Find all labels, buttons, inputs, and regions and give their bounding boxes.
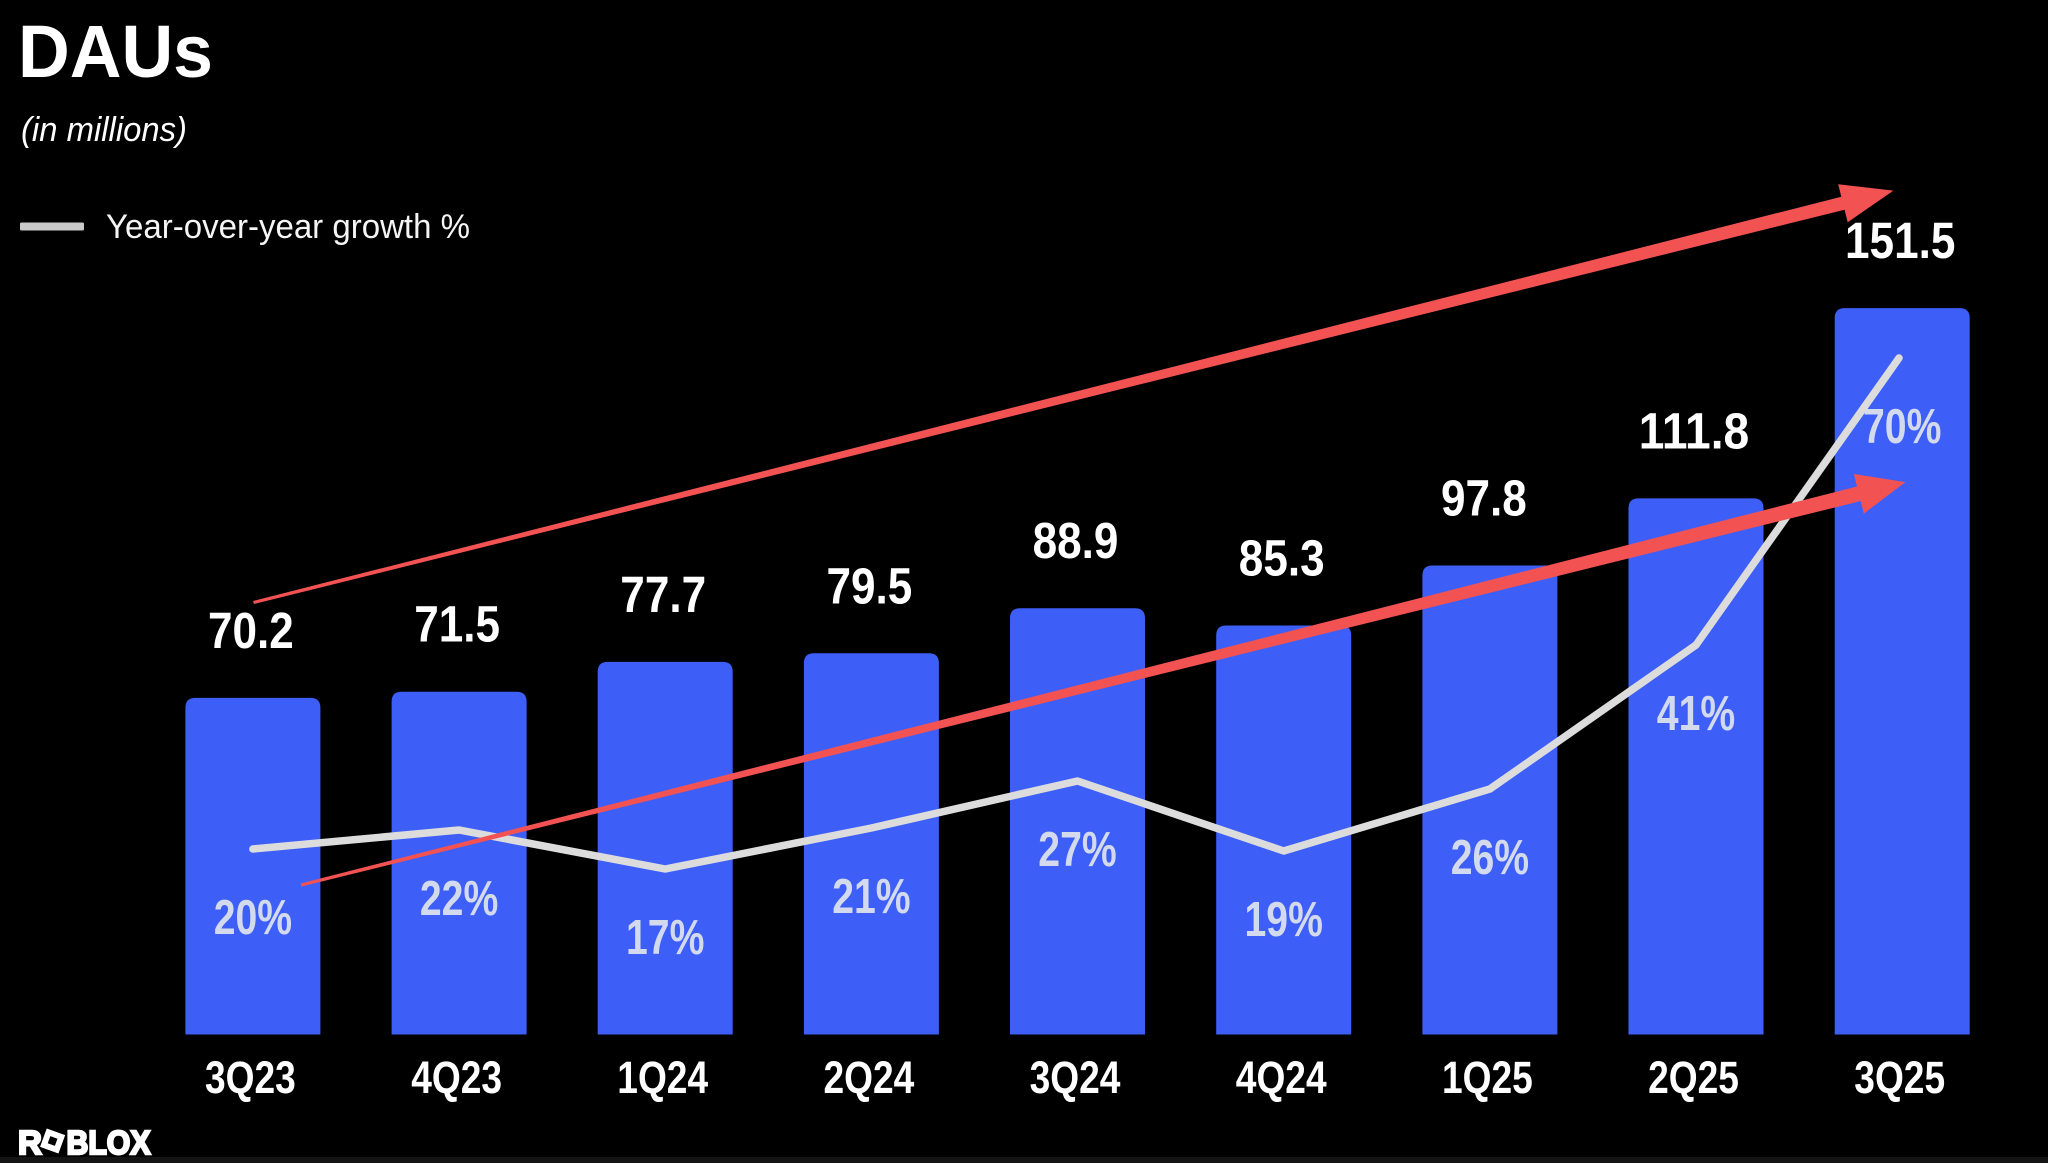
svg-text:19%: 19% — [1245, 893, 1323, 947]
svg-text:79.5: 79.5 — [827, 557, 913, 614]
svg-text:Year-over-year growth %: Year-over-year growth % — [106, 208, 470, 246]
svg-text:97.8: 97.8 — [1441, 470, 1527, 527]
svg-text:2Q25: 2Q25 — [1648, 1052, 1739, 1103]
svg-text:1Q25: 1Q25 — [1442, 1052, 1533, 1103]
svg-text:85.3: 85.3 — [1239, 530, 1325, 587]
svg-text:27%: 27% — [1038, 823, 1116, 877]
svg-text:20%: 20% — [214, 891, 292, 945]
svg-text:111.8: 111.8 — [1639, 402, 1749, 459]
svg-text:DAUs: DAUs — [18, 10, 213, 93]
svg-text:3Q24: 3Q24 — [1030, 1052, 1121, 1103]
svg-text:26%: 26% — [1451, 831, 1529, 885]
svg-text:4Q23: 4Q23 — [411, 1052, 502, 1103]
svg-text:(in millions): (in millions) — [21, 111, 187, 149]
svg-text:88.9: 88.9 — [1033, 512, 1119, 569]
svg-text:1Q24: 1Q24 — [617, 1052, 708, 1103]
svg-text:70%: 70% — [1863, 400, 1941, 454]
svg-text:17%: 17% — [626, 911, 704, 965]
svg-text:151.5: 151.5 — [1845, 212, 1955, 269]
svg-text:BLOX: BLOX — [67, 1124, 151, 1161]
svg-text:71.5: 71.5 — [414, 596, 500, 653]
svg-text:3Q25: 3Q25 — [1854, 1052, 1945, 1103]
svg-text:22%: 22% — [420, 872, 498, 926]
svg-text:4Q24: 4Q24 — [1236, 1052, 1327, 1103]
svg-text:2Q24: 2Q24 — [824, 1052, 915, 1103]
svg-text:77.7: 77.7 — [620, 566, 706, 623]
svg-text:41%: 41% — [1657, 687, 1735, 741]
svg-text:3Q23: 3Q23 — [205, 1052, 296, 1103]
svg-text:R: R — [18, 1124, 42, 1161]
svg-text:21%: 21% — [832, 870, 910, 924]
svg-text:70.2: 70.2 — [208, 602, 294, 659]
